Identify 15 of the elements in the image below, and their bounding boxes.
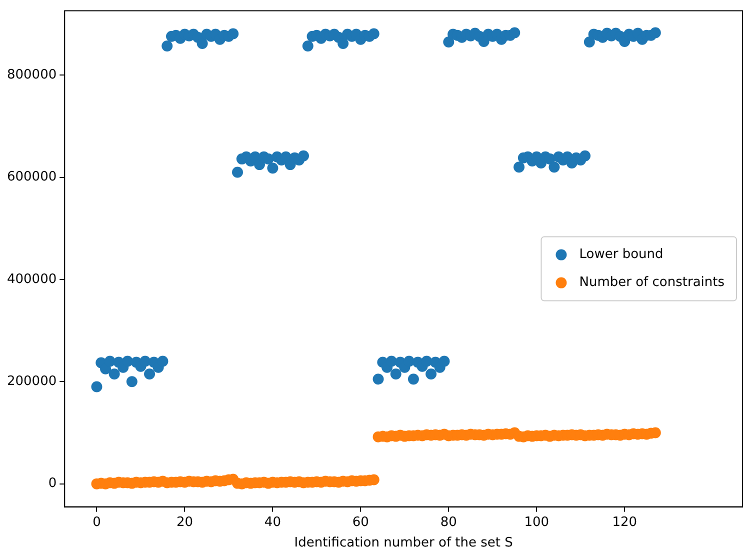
x-tick-label: 80	[440, 514, 457, 530]
x-tick-label: 60	[352, 514, 369, 530]
y-tick-label: 800000	[6, 68, 57, 83]
legend-label: Number of constraints	[579, 275, 725, 290]
x-tick-label: 120	[612, 514, 638, 530]
y-tick-label: 600000	[6, 170, 57, 185]
legend-label: Lower bound	[579, 247, 664, 262]
y-tick-label: 0	[48, 476, 57, 492]
y-tick-label: 200000	[6, 374, 57, 390]
x-axis-title: Identification number of the set S	[294, 536, 513, 551]
x-tick-label: 100	[524, 514, 550, 530]
x-tick-label: 20	[176, 514, 193, 530]
x-tick-label: 40	[264, 514, 281, 530]
x-tick-label: 0	[92, 514, 101, 530]
y-tick-label: 400000	[6, 272, 57, 287]
